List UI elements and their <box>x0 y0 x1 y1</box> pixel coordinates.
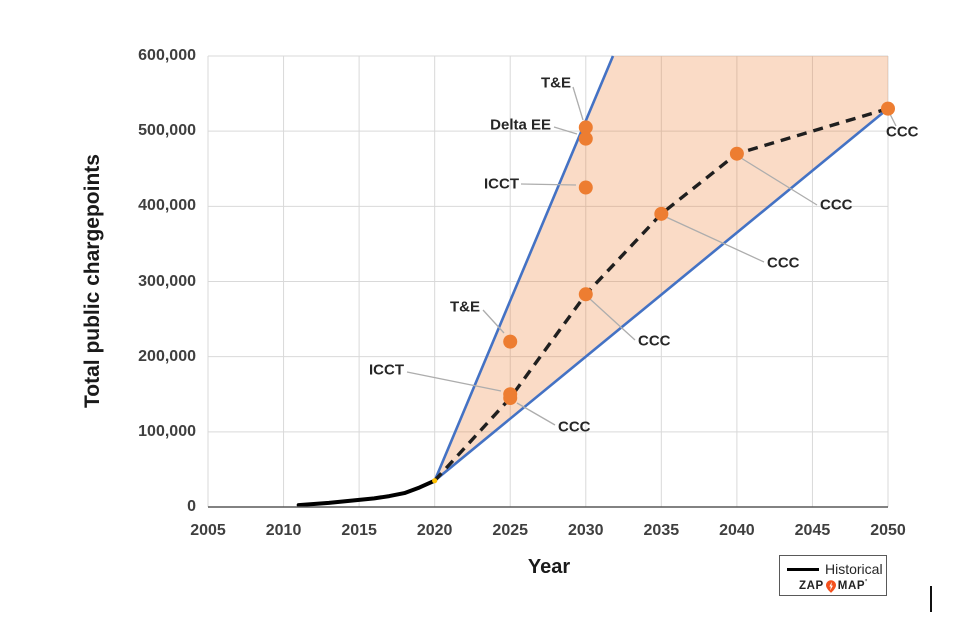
scenario-fan-shade <box>434 56 888 481</box>
annotation-leader-line <box>589 298 636 341</box>
legend-historical-label: Historical <box>825 561 883 577</box>
annotation-leader-line <box>406 371 502 392</box>
annotation-label-ccc: CCC <box>820 196 853 214</box>
annotation-label-t-e: T&E <box>450 298 480 316</box>
y-tick-label: 100,000 <box>138 422 196 440</box>
y-tick-label: 400,000 <box>138 197 196 215</box>
y-tick-label: 500,000 <box>138 122 196 140</box>
annotation-label-t-e: T&E <box>541 74 571 92</box>
scenario-point-icct <box>578 180 593 195</box>
annotation-label-delta-ee: Delta EE <box>490 116 551 134</box>
x-tick-label: 2015 <box>341 522 377 539</box>
annotation-leader-line <box>520 183 577 186</box>
zap-map-pin-icon <box>825 580 836 593</box>
x-tick-label: 2030 <box>567 522 604 539</box>
y-axis-title: Total public chargepoints <box>81 154 104 408</box>
annotation-leader-line <box>740 157 818 206</box>
x-axis-title: Year <box>527 556 571 578</box>
x-tick-label: 2050 <box>870 522 906 539</box>
annotation-label-ccc: CCC <box>638 332 671 350</box>
x-tick-label: 2035 <box>643 522 680 539</box>
ccc-pathway-dashed-line <box>433 106 889 482</box>
x-tick-label: 2040 <box>719 522 755 539</box>
x-tick-label: 2045 <box>794 522 831 539</box>
scenario-point-ccc <box>729 146 744 161</box>
logo-map-text: MAP <box>837 579 866 592</box>
y-tick-label: 600,000 <box>138 47 196 64</box>
scenario-point-delta-ee <box>578 131 593 146</box>
scenario-point-ccc <box>881 101 895 116</box>
annotation-label-ccc: CCC <box>767 254 800 272</box>
scenario-point-t-e <box>503 334 518 349</box>
annotation-label-icct: ICCT <box>484 175 519 193</box>
x-tick-label: 2005 <box>190 522 226 539</box>
logo-zap-text: ZAP <box>798 579 824 592</box>
y-tick-label: 300,000 <box>138 272 196 290</box>
y-tick-label: 200,000 <box>138 347 196 365</box>
historical-line <box>296 478 437 508</box>
annotation-leader-line <box>665 216 765 263</box>
scenario-point-ccc <box>578 287 593 302</box>
fan-vertex-dot <box>432 478 438 484</box>
scenario-point-t-e <box>578 120 593 135</box>
y-tick-label: 0 <box>187 498 196 515</box>
x-tick-label: 2020 <box>416 522 453 539</box>
x-tick-label: 2010 <box>265 522 302 539</box>
annotation-leader-line <box>482 309 505 334</box>
scenario-point-ccc <box>654 206 669 221</box>
x-tick-label: 2025 <box>492 522 529 539</box>
text-cursor-artifact <box>930 586 932 612</box>
annotation-leader-line <box>553 126 578 135</box>
scenario-point-ccc <box>503 391 518 406</box>
fan-lower-line <box>433 107 889 482</box>
annotation-leader-line <box>572 86 584 121</box>
historical-line-swatch <box>787 567 819 571</box>
logo-trademark-mark: ' <box>865 578 868 587</box>
zap-map-logo: ZAP MAP ' <box>780 578 886 594</box>
annotation-label-ccc: CCC <box>886 123 919 141</box>
annotation-label-ccc: CCC <box>558 418 591 436</box>
annotation-label-icct: ICCT <box>369 361 404 379</box>
annotation-leader-line <box>516 402 556 426</box>
legend-box: Historical ZAP MAP ' <box>779 555 887 596</box>
legend-historical-entry: Historical <box>780 559 886 579</box>
